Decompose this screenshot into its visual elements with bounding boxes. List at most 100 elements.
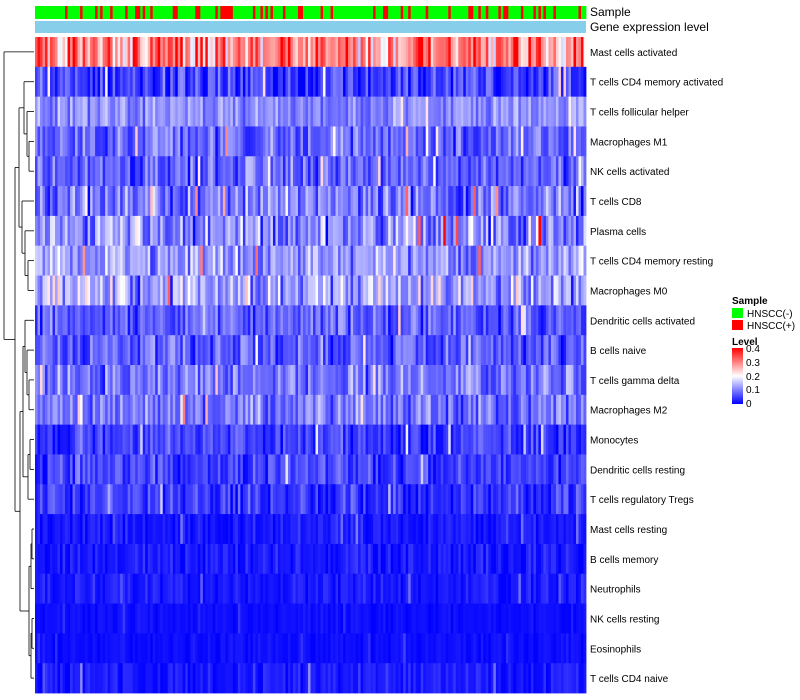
heatmap-cell	[230, 245, 234, 276]
heatmap-cell	[182, 275, 186, 306]
heatmap-cell	[503, 37, 507, 68]
heatmap-cell	[197, 215, 201, 247]
heatmap-cell	[535, 454, 539, 485]
sample-annotation-cell	[540, 6, 544, 19]
heatmap-cell	[45, 543, 48, 575]
heatmap-cell	[70, 573, 73, 604]
heatmap-cell	[200, 633, 204, 664]
heatmap-cell	[290, 365, 294, 396]
heatmap-cell	[237, 573, 241, 604]
heatmap-cell	[165, 96, 169, 127]
heatmap-cell	[318, 275, 321, 306]
heatmap-cell	[125, 365, 129, 396]
heatmap-cell	[425, 305, 429, 336]
heatmap-cell	[65, 66, 68, 98]
heatmap-cell	[100, 424, 104, 455]
heatmap-cell	[50, 275, 53, 306]
heatmap-cell	[338, 543, 341, 575]
heatmap-cell	[533, 394, 537, 426]
heatmap-cell	[458, 305, 462, 336]
heatmap-cell	[180, 424, 184, 455]
heatmap-cell	[550, 186, 554, 217]
heatmap-cell	[60, 394, 63, 426]
heatmap-cell	[105, 186, 109, 217]
heatmap-cell	[560, 454, 564, 485]
heatmap-cell	[297, 126, 301, 157]
heatmap-cell	[413, 96, 417, 127]
heatmap-cell	[227, 156, 231, 187]
heatmap-cell	[290, 37, 294, 68]
heatmap-cell	[120, 335, 124, 366]
sample-annotation-cell	[147, 6, 151, 19]
heatmap-cell	[365, 66, 369, 98]
heatmap-cell	[70, 484, 73, 515]
sample-annotation-cell	[555, 6, 559, 19]
heatmap-cell	[235, 186, 239, 217]
heatmap-cell	[390, 543, 394, 575]
heatmap-cell	[310, 543, 314, 575]
heatmap-cell	[207, 603, 211, 634]
sample-annotation-cell	[318, 6, 321, 19]
heatmap-cell	[65, 603, 68, 634]
heatmap-cell	[508, 96, 512, 127]
heatmap-cell	[438, 66, 442, 98]
heatmap-cell	[480, 394, 484, 426]
heatmap-cell	[65, 96, 68, 127]
heatmap-cell	[443, 37, 447, 68]
heatmap-cell	[448, 275, 452, 306]
heatmap-cell	[490, 424, 494, 455]
heatmap-cell	[67, 543, 71, 575]
heatmap-cell	[580, 365, 584, 396]
heatmap-cell	[92, 633, 96, 664]
heatmap-cell	[227, 335, 231, 366]
heatmap-cell	[180, 305, 184, 336]
heatmap-cell	[112, 484, 116, 515]
heatmap-cell	[300, 484, 304, 515]
heatmap-cell	[320, 365, 324, 396]
heatmap-cell	[373, 335, 377, 366]
heatmap-cell	[360, 96, 364, 127]
heatmap-cell	[255, 305, 259, 336]
heatmap-cell	[150, 633, 154, 664]
heatmap-cell	[573, 156, 577, 187]
heatmap-cell	[52, 126, 56, 157]
heatmap-cell	[483, 305, 487, 336]
heatmap-cell	[60, 96, 63, 127]
heatmap-cell	[140, 514, 144, 545]
heatmap-cell	[440, 335, 444, 366]
heatmap-cell	[35, 663, 38, 694]
heatmap-cell	[520, 305, 524, 336]
heatmap-cell	[40, 37, 43, 68]
heatmap-cell	[450, 305, 454, 336]
heatmap-cell	[242, 126, 246, 157]
heatmap-cell	[217, 394, 221, 426]
sample-annotation-cell	[573, 6, 577, 19]
heatmap-cell	[232, 156, 236, 187]
heatmap-cell	[490, 543, 494, 575]
heatmap-cell	[453, 424, 457, 455]
heatmap-cell	[70, 424, 73, 455]
heatmap-cell	[570, 424, 574, 455]
heatmap-cell	[315, 603, 319, 634]
heatmap-cell	[215, 633, 219, 664]
heatmap-cell	[147, 454, 151, 485]
heatmap-cell	[383, 215, 387, 247]
heatmap-cell	[415, 335, 419, 366]
heatmap-cell	[225, 275, 229, 306]
sample-annotation-cell	[207, 6, 211, 19]
sample-annotation-cell	[320, 6, 324, 19]
heatmap-cell	[92, 156, 96, 187]
heatmap-cell	[37, 305, 41, 336]
heatmap-cell	[237, 96, 241, 127]
heatmap-cell	[77, 37, 81, 68]
heatmap-cell	[455, 633, 459, 664]
heatmap-cell	[423, 66, 427, 98]
heatmap-cell	[385, 275, 389, 306]
heatmap-cell	[162, 126, 166, 157]
heatmap-cell	[272, 245, 276, 276]
heatmap-cell	[543, 603, 547, 634]
heatmap-cell	[265, 186, 269, 217]
heatmap-cell	[257, 37, 261, 68]
heatmap-cell	[548, 365, 552, 396]
